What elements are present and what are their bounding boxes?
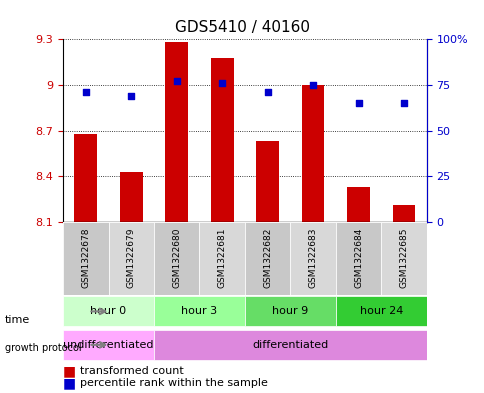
FancyBboxPatch shape [153, 296, 244, 327]
Point [354, 100, 362, 106]
Text: GSM1322683: GSM1322683 [308, 228, 317, 288]
Point [127, 93, 135, 99]
Bar [211, 57, 233, 222]
Text: GSM1322681: GSM1322681 [217, 228, 226, 288]
FancyBboxPatch shape [63, 222, 108, 295]
FancyBboxPatch shape [153, 330, 426, 360]
FancyBboxPatch shape [380, 222, 426, 295]
Text: GSM1322685: GSM1322685 [399, 228, 408, 288]
Bar [74, 134, 97, 222]
Point [309, 82, 317, 88]
Text: undifferentiated: undifferentiated [63, 340, 153, 350]
Bar [256, 141, 278, 222]
Text: time: time [5, 315, 30, 325]
Point [399, 100, 407, 106]
Text: transformed count: transformed count [80, 366, 183, 376]
Text: hour 0: hour 0 [91, 307, 126, 316]
Text: GSM1322680: GSM1322680 [172, 228, 181, 288]
FancyBboxPatch shape [153, 222, 199, 295]
Text: growth protocol: growth protocol [5, 343, 81, 353]
Text: GSM1322679: GSM1322679 [126, 228, 136, 288]
Bar [120, 172, 142, 222]
FancyBboxPatch shape [290, 222, 335, 295]
Text: ■: ■ [63, 364, 76, 378]
Text: ■: ■ [63, 376, 76, 390]
FancyBboxPatch shape [244, 296, 335, 327]
FancyBboxPatch shape [335, 222, 380, 295]
FancyBboxPatch shape [199, 222, 244, 295]
Point [263, 89, 271, 95]
Bar [392, 205, 415, 222]
Text: GSM1322682: GSM1322682 [263, 228, 272, 288]
Text: differentiated: differentiated [252, 340, 328, 350]
FancyBboxPatch shape [108, 222, 153, 295]
Text: hour 3: hour 3 [181, 307, 217, 316]
FancyBboxPatch shape [335, 296, 426, 327]
Point [218, 80, 226, 86]
FancyBboxPatch shape [63, 330, 153, 360]
Text: hour 9: hour 9 [272, 307, 308, 316]
Text: hour 24: hour 24 [359, 307, 402, 316]
FancyBboxPatch shape [63, 296, 153, 327]
Text: GDS5410 / 40160: GDS5410 / 40160 [175, 20, 309, 35]
Text: GSM1322678: GSM1322678 [81, 228, 90, 288]
FancyBboxPatch shape [244, 222, 290, 295]
Bar [301, 85, 324, 222]
Bar [347, 187, 369, 222]
Bar [165, 42, 188, 222]
Text: GSM1322684: GSM1322684 [353, 228, 363, 288]
Point [172, 78, 180, 84]
Point [82, 89, 90, 95]
Text: percentile rank within the sample: percentile rank within the sample [80, 378, 267, 388]
